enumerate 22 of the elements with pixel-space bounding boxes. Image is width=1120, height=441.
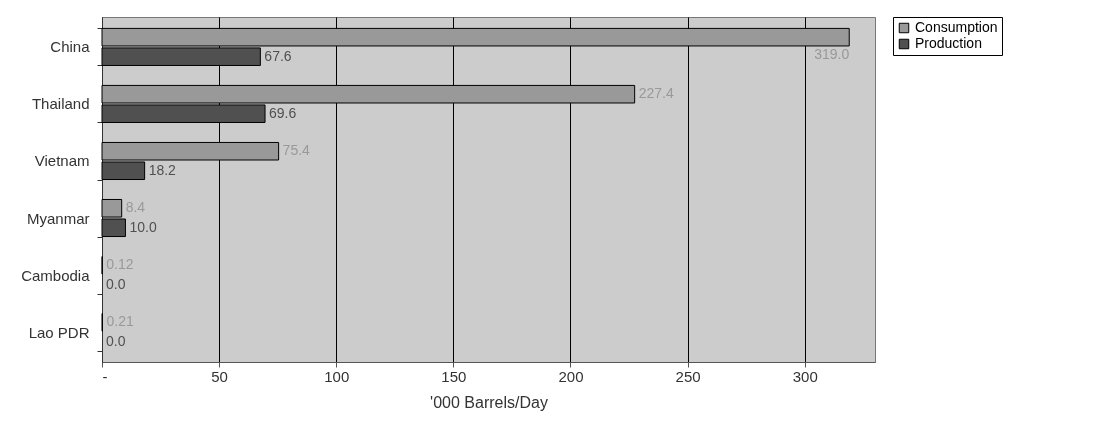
y-tick-label: China [50,38,91,56]
y-tick-label: Myanmar [26,209,90,227]
data-label: 67.6 [264,47,292,64]
x-tick-label: 150 [441,367,467,385]
x-tick-label: 50 [211,367,228,385]
data-label: 10.0 [129,218,157,235]
x-tick-label: 200 [558,367,584,385]
x-tick-label: 300 [792,367,818,385]
x-axis-title: '000 Barrels/Day [430,393,548,411]
y-tick-label: Thailand [31,95,90,113]
data-label: 0.0 [106,332,126,349]
y-tick-label: Vietnam [34,152,90,170]
legend-label: Consumption [915,19,998,35]
x-tick-label: - [102,367,108,385]
x-tick-label: 100 [324,367,350,385]
y-tick-label: Lao PDR [28,323,90,341]
data-label: 0.0 [106,275,126,292]
y-tick-label: Cambodia [21,266,91,284]
data-label: 69.6 [269,104,297,121]
data-label: 18.2 [148,161,177,178]
x-tick-label: 250 [675,367,701,385]
legend-label: Production [915,35,982,51]
